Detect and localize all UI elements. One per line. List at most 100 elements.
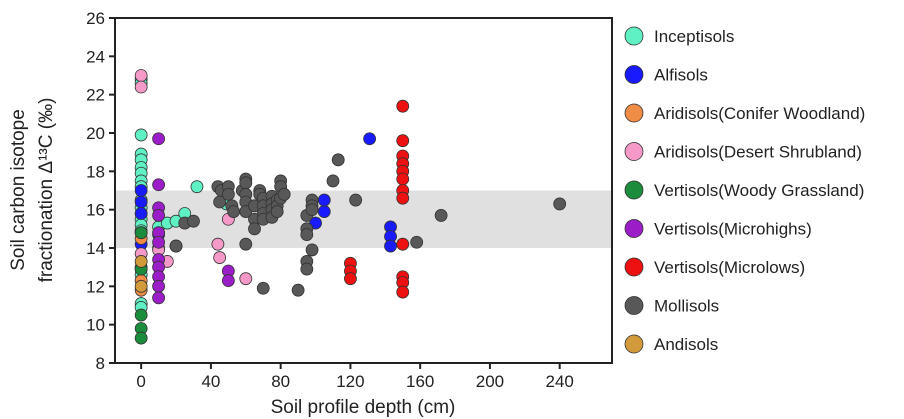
legend-marker <box>624 257 644 277</box>
data-point <box>396 285 410 299</box>
legend-label: Inceptisols <box>654 27 734 46</box>
series-3 <box>134 69 253 286</box>
data-point <box>221 274 235 287</box>
x-tick-label: 240 <box>545 372 573 391</box>
y-tick-label: 24 <box>86 47 105 66</box>
data-point <box>434 209 448 222</box>
y-tick-label: 10 <box>86 316 105 335</box>
data-point <box>134 207 148 220</box>
data-point <box>213 251 227 264</box>
data-point <box>384 239 397 253</box>
y-tick-label: 12 <box>86 277 105 296</box>
legend-label: Andisols <box>654 335 718 354</box>
data-point <box>169 239 183 253</box>
y-tick-label: 22 <box>86 86 105 105</box>
y-tick-label: 14 <box>86 239 105 258</box>
data-point <box>213 195 227 209</box>
legend-label: Aridisols(Desert Shrubland) <box>654 143 862 162</box>
data-points-layer <box>134 69 567 345</box>
legend-marker <box>624 296 644 315</box>
data-point <box>187 214 200 228</box>
data-point <box>291 283 305 297</box>
data-point <box>305 243 319 257</box>
data-point <box>326 174 340 188</box>
data-point <box>134 195 148 209</box>
legend-label: Vertisols(Microhighs) <box>654 220 812 239</box>
data-point <box>300 228 314 241</box>
y-tick-label: 20 <box>86 124 105 143</box>
data-point <box>152 209 165 222</box>
data-point <box>134 128 148 142</box>
data-point <box>134 279 148 293</box>
data-point <box>134 255 148 268</box>
data-point <box>396 99 410 113</box>
data-point <box>152 279 165 293</box>
data-point <box>410 235 424 249</box>
legend-label: Mollisols <box>654 297 719 316</box>
x-tick-label: 160 <box>406 372 434 391</box>
data-point <box>221 187 235 201</box>
x-tick-label: 40 <box>201 372 220 391</box>
data-point <box>256 281 270 295</box>
legend-label: Vertisols(Woody Grassland) <box>654 181 864 200</box>
data-point <box>344 272 357 286</box>
data-point <box>270 205 284 218</box>
series-6 <box>344 99 410 299</box>
data-point <box>152 132 165 146</box>
legend-label: Vertisols(Microlows) <box>654 258 805 277</box>
series-8 <box>134 255 148 293</box>
data-point <box>317 205 331 218</box>
data-point <box>317 193 331 207</box>
y-tick-label: 16 <box>86 201 105 220</box>
data-point <box>396 134 410 148</box>
legend-marker <box>624 26 644 46</box>
data-point <box>363 132 377 146</box>
data-point <box>134 80 148 94</box>
legend-label: Alfisols <box>654 66 708 85</box>
data-point <box>239 272 253 286</box>
y-axis-title-line2: fractionation Δ¹³C (‰) <box>36 98 57 283</box>
data-point <box>152 178 165 192</box>
x-axis-title: Soil profile depth (cm) <box>271 397 456 418</box>
data-point <box>134 69 148 82</box>
data-point <box>349 193 363 207</box>
x-tick-label: 80 <box>271 372 290 391</box>
data-point <box>277 187 291 201</box>
y-tick-label: 18 <box>86 162 105 181</box>
data-point <box>152 291 165 305</box>
y-tick-label: 26 <box>86 9 105 28</box>
data-point <box>134 184 148 197</box>
data-point <box>239 237 253 251</box>
data-point <box>190 180 204 194</box>
legend-marker <box>624 103 644 123</box>
x-axis: 0 40 80 120 160 200 240 <box>136 363 574 391</box>
data-point <box>134 331 148 345</box>
data-point <box>300 262 314 276</box>
y-axis: 8 10 12 14 16 18 20 22 24 26 <box>86 9 115 373</box>
data-point <box>553 197 567 211</box>
data-point <box>396 172 410 186</box>
data-point <box>211 237 225 251</box>
x-tick-label: 0 <box>136 372 145 391</box>
data-point <box>248 222 261 236</box>
y-tick-label: 8 <box>96 354 105 373</box>
y-axis-title-line1: Soil carbon isotope <box>8 109 29 271</box>
data-point <box>305 203 319 217</box>
data-point <box>396 191 410 205</box>
plot-frame <box>114 17 613 364</box>
legend-marker <box>624 180 644 200</box>
legend: Inceptisols Alfisols Aridisols(Conifer Woo… <box>624 26 865 354</box>
legend-marker <box>624 65 644 84</box>
data-point <box>331 153 345 167</box>
data-point <box>227 205 240 218</box>
legend-marker <box>624 142 644 161</box>
data-point <box>396 237 410 251</box>
legend-marker <box>624 219 644 238</box>
data-point <box>134 226 148 240</box>
series-7 <box>169 153 567 297</box>
data-point <box>134 308 148 322</box>
legend-marker <box>624 334 644 354</box>
data-point <box>152 235 165 249</box>
series-5 <box>152 132 235 305</box>
